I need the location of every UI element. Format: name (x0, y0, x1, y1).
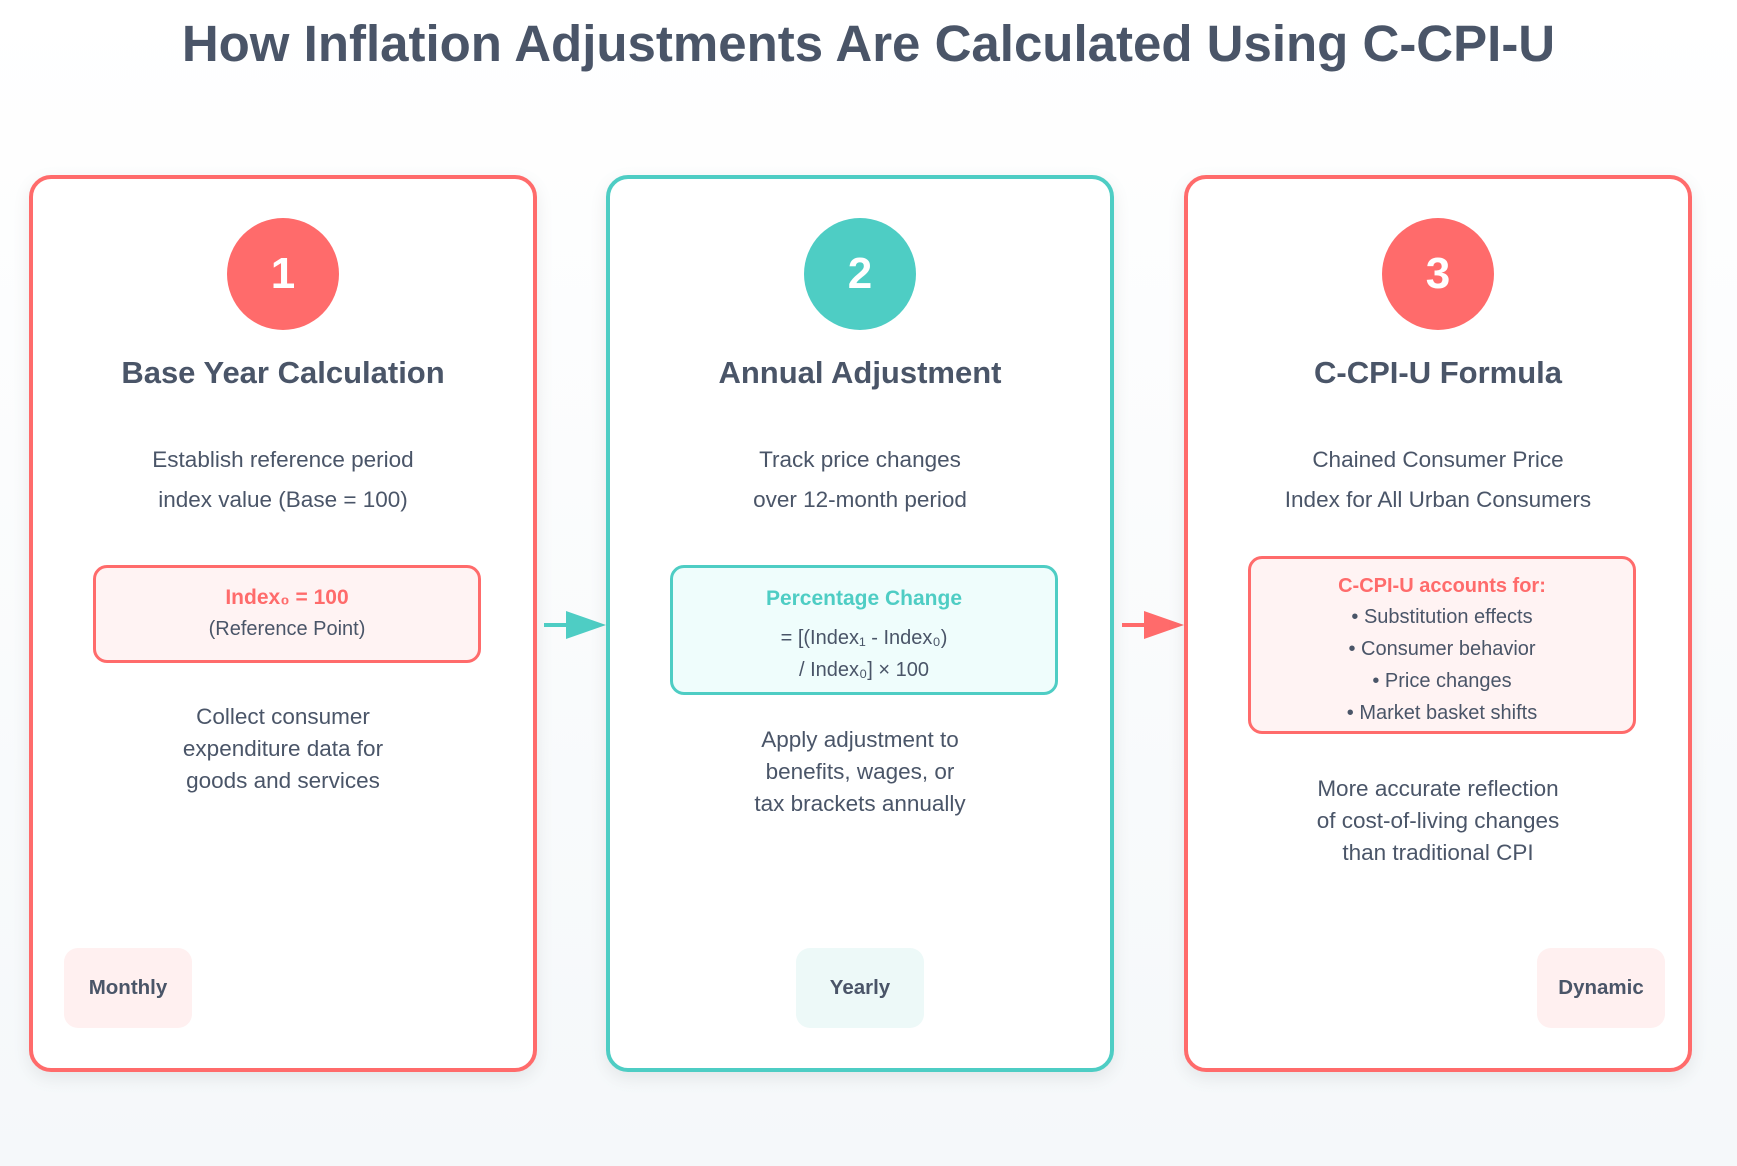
arrow-right-icon (1122, 611, 1184, 639)
step-note: Collect consumer expenditure data for go… (33, 701, 533, 797)
frequency-tag: Yearly (796, 948, 924, 1028)
description-line: over 12-month period (753, 487, 967, 512)
step-card-base-year: 1 Base Year Calculation Establish refere… (29, 175, 537, 1072)
description-line: Chained Consumer Price (1312, 447, 1564, 472)
step-note: More accurate reflection of cost-of-livi… (1188, 773, 1688, 869)
formula-line: = [(Index₁ - Index₀) (780, 627, 948, 649)
list-item: • Substitution effects (1351, 606, 1533, 628)
step-card-annual-adjustment: 2 Annual Adjustment Track price changes … (606, 175, 1114, 1072)
step-number-badge: 1 (227, 218, 339, 330)
formula-line: / Index₀] × 100 (798, 659, 930, 681)
list-item: • Consumer behavior (1348, 638, 1536, 660)
step-number-badge: 3 (1382, 218, 1494, 330)
formula-line: (Reference Point) (208, 618, 366, 640)
description-line: index value (Base = 100) (158, 487, 408, 512)
note-line: More accurate reflection (1317, 776, 1559, 801)
note-line: of cost-of-living changes (1316, 808, 1560, 833)
page-title: How Inflation Adjustments Are Calculated… (181, 15, 1556, 72)
list-item: • Market basket shifts (1346, 702, 1538, 724)
formula-heading: Index₀ = 100 (225, 586, 349, 609)
note-line: benefits, wages, or (765, 759, 955, 784)
step-description: Chained Consumer Price Index for All Urb… (1188, 440, 1688, 520)
note-line: tax brackets annually (754, 791, 966, 816)
formula-box: Percentage Change = [(Index₁ - Index₀) /… (670, 565, 1058, 695)
list-item: • Price changes (1372, 670, 1512, 692)
step-title: C-CPI-U Formula (1314, 355, 1562, 390)
note-line: goods and services (186, 768, 380, 793)
note-line: Apply adjustment to (761, 727, 959, 752)
step-title: Annual Adjustment (718, 355, 1002, 390)
formula-box: Index₀ = 100 (Reference Point) (93, 565, 481, 663)
step-card-ccpiu-formula: 3 C-CPI-U Formula Chained Consumer Price… (1184, 175, 1692, 1072)
step-number-badge: 2 (804, 218, 916, 330)
description-line: Index for All Urban Consumers (1284, 487, 1592, 512)
frequency-tag: Monthly (64, 948, 192, 1028)
description-line: Track price changes (759, 447, 961, 472)
note-line: than traditional CPI (1342, 840, 1534, 865)
formula-heading: C-CPI-U accounts for: (1338, 575, 1546, 597)
note-line: expenditure data for (182, 736, 384, 761)
step-note: Apply adjustment to benefits, wages, or … (610, 724, 1110, 820)
arrow-right-icon (544, 611, 606, 639)
formula-heading: Percentage Change (765, 587, 963, 610)
step-title: Base Year Calculation (121, 355, 445, 390)
note-line: Collect consumer (196, 704, 370, 729)
formula-box: C-CPI-U accounts for: • Substitution eff… (1248, 556, 1636, 734)
frequency-tag: Dynamic (1537, 948, 1665, 1028)
step-description: Track price changes over 12-month period (610, 440, 1110, 520)
step-description: Establish reference period index value (… (33, 440, 533, 520)
description-line: Establish reference period (152, 447, 414, 472)
